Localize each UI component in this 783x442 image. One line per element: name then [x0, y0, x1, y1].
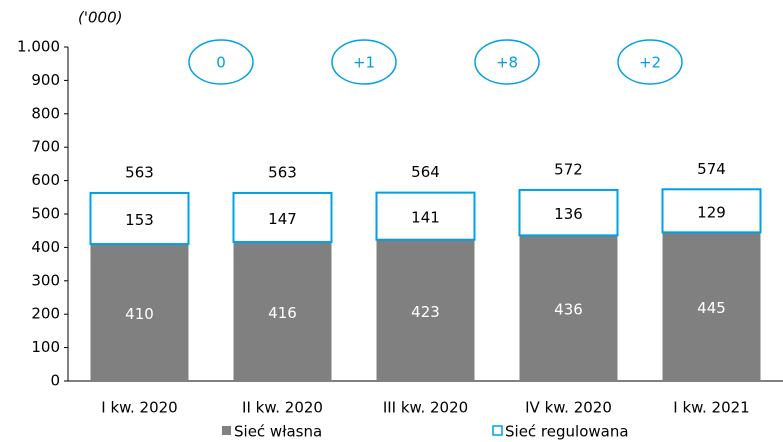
bar-segment: [90, 244, 189, 381]
data-label: 423: [411, 303, 440, 321]
data-label: 436: [554, 301, 583, 319]
change-oval: [474, 39, 540, 85]
y-tick-label: 800: [31, 104, 60, 122]
bar-segment: [519, 235, 618, 381]
total-label: 563: [268, 163, 297, 181]
legend-label: Sieć regulowana: [505, 423, 629, 441]
x-tick-label: I kw. 2021: [673, 399, 749, 417]
bar-segment: [518, 188, 619, 237]
data-label: 153: [125, 211, 154, 229]
legend-swatch: [222, 426, 231, 435]
total-label: 563: [125, 163, 154, 181]
y-tick-label: 500: [31, 205, 60, 223]
legend-label: Sieć własna: [234, 423, 322, 441]
change-label: +1: [353, 54, 375, 72]
change-label: +2: [639, 54, 661, 72]
legend-swatch: [492, 425, 503, 436]
total-label: 572: [554, 160, 583, 178]
y-tick-label: 300: [31, 271, 60, 289]
change-oval: [331, 39, 397, 85]
y-tick-label: 700: [31, 138, 60, 156]
data-label: 129: [697, 203, 726, 221]
data-label: 141: [411, 209, 440, 227]
change-oval: [617, 39, 683, 85]
data-label: 416: [268, 304, 297, 322]
bar-segment: [89, 191, 190, 246]
y-tick-label: 1.000: [17, 38, 60, 56]
data-label: 136: [554, 205, 583, 223]
bar-segment: [232, 191, 333, 244]
total-label: 574: [697, 160, 726, 178]
total-label: 564: [411, 163, 440, 181]
y-tick-label: 900: [31, 71, 60, 89]
data-label: 147: [268, 210, 297, 228]
bar-segment: [233, 242, 332, 381]
bar-segment: [662, 232, 761, 381]
bar-segment: [661, 188, 762, 234]
y-tick-label: 0: [50, 372, 60, 390]
y-tick-label: 200: [31, 305, 60, 323]
y-tick-label: 600: [31, 171, 60, 189]
x-tick-label: IV kw. 2020: [525, 399, 612, 417]
x-tick-label: III kw. 2020: [383, 399, 468, 417]
data-label: 410: [125, 305, 154, 323]
bar-segment: [376, 239, 475, 381]
bar-segment: [375, 191, 476, 241]
change-label: 0: [216, 54, 226, 72]
x-tick-label: I kw. 2020: [101, 399, 177, 417]
y-tick-label: 100: [31, 338, 60, 356]
change-label: +8: [496, 54, 518, 72]
y-tick-label: 400: [31, 238, 60, 256]
data-label: 445: [697, 299, 726, 317]
unit-label: ('000): [78, 9, 122, 27]
change-oval: [188, 39, 254, 85]
x-tick-label: II kw. 2020: [242, 399, 323, 417]
